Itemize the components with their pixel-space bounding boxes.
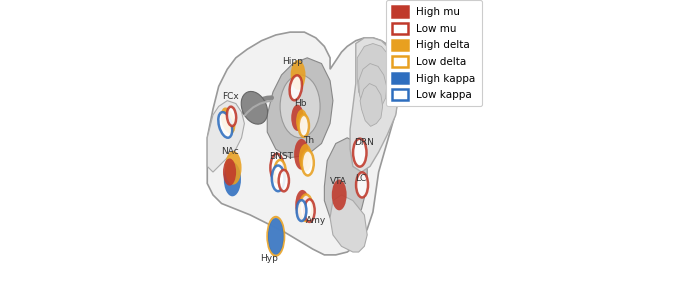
Ellipse shape	[241, 92, 268, 124]
Ellipse shape	[294, 139, 309, 170]
Polygon shape	[207, 32, 399, 255]
FancyArrowPatch shape	[245, 101, 272, 116]
Polygon shape	[359, 63, 387, 112]
Ellipse shape	[272, 166, 284, 191]
Ellipse shape	[280, 75, 320, 138]
Polygon shape	[324, 138, 367, 226]
Text: FCx: FCx	[223, 92, 239, 101]
Ellipse shape	[302, 150, 313, 175]
Ellipse shape	[332, 179, 347, 210]
Polygon shape	[267, 58, 333, 158]
Polygon shape	[357, 44, 393, 106]
Text: Hyp: Hyp	[261, 254, 279, 263]
Ellipse shape	[305, 199, 315, 222]
Polygon shape	[207, 101, 245, 172]
Ellipse shape	[225, 151, 242, 185]
Ellipse shape	[291, 60, 305, 90]
Ellipse shape	[221, 107, 236, 134]
Ellipse shape	[219, 112, 232, 138]
Ellipse shape	[296, 200, 307, 221]
Ellipse shape	[279, 170, 289, 191]
Ellipse shape	[268, 218, 283, 255]
Ellipse shape	[270, 154, 283, 182]
Polygon shape	[330, 195, 367, 252]
Polygon shape	[350, 38, 399, 172]
Text: Hipp: Hipp	[283, 57, 303, 66]
Text: VTA: VTA	[330, 177, 347, 186]
Text: NAc: NAc	[221, 147, 239, 156]
Ellipse shape	[290, 75, 302, 100]
Text: Th: Th	[303, 137, 314, 146]
Text: Hb: Hb	[294, 99, 307, 108]
Ellipse shape	[295, 190, 309, 220]
Ellipse shape	[268, 217, 284, 256]
Text: DRN: DRN	[354, 138, 374, 147]
Ellipse shape	[224, 162, 241, 196]
Ellipse shape	[227, 107, 236, 126]
Ellipse shape	[353, 139, 367, 167]
Ellipse shape	[223, 158, 236, 186]
Ellipse shape	[300, 195, 312, 221]
Ellipse shape	[291, 105, 304, 131]
Ellipse shape	[356, 172, 368, 197]
Ellipse shape	[275, 160, 285, 184]
Ellipse shape	[299, 144, 312, 172]
Ellipse shape	[298, 115, 309, 137]
Text: Amy: Amy	[306, 216, 326, 225]
FancyArrowPatch shape	[245, 98, 272, 113]
Legend: High mu, Low mu, High delta, Low delta, High kappa, Low kappa: High mu, Low mu, High delta, Low delta, …	[387, 0, 482, 106]
Text: BNST: BNST	[270, 152, 294, 161]
Polygon shape	[360, 84, 382, 126]
Ellipse shape	[296, 109, 307, 133]
Text: LC: LC	[355, 174, 367, 183]
